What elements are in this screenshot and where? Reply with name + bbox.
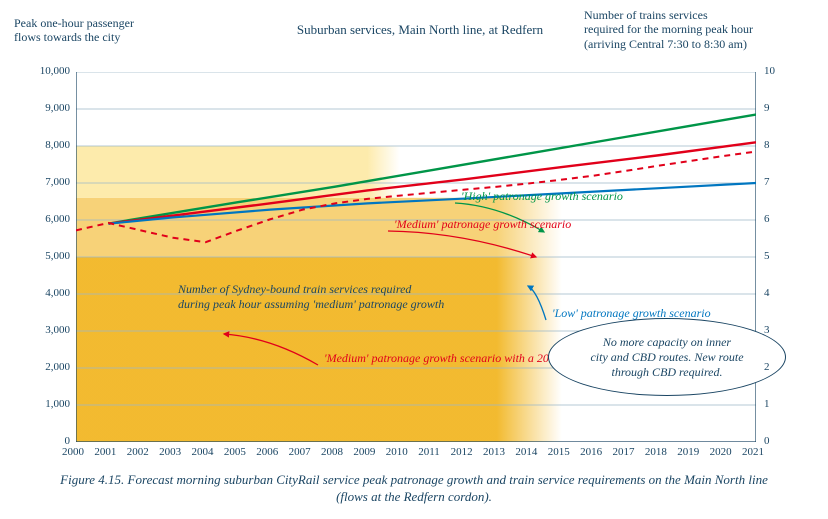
xtick: 2001 bbox=[94, 446, 116, 458]
ytick-right: 2 bbox=[764, 361, 770, 373]
ytick-right: 7 bbox=[764, 176, 770, 188]
xtick: 2003 bbox=[159, 446, 181, 458]
xtick: 2008 bbox=[321, 446, 343, 458]
left-axis-title: Peak one-hour passenger flows towards th… bbox=[14, 16, 194, 45]
ytick-right: 6 bbox=[764, 213, 770, 225]
xtick: 2007 bbox=[289, 446, 311, 458]
xtick: 2018 bbox=[645, 446, 667, 458]
ytick-right: 5 bbox=[764, 250, 770, 262]
xtick: 2017 bbox=[612, 446, 634, 458]
ytick-right: 9 bbox=[764, 102, 770, 114]
xtick: 2000 bbox=[62, 446, 84, 458]
label-medium-scenario: 'Medium' patronage growth scenario bbox=[394, 217, 571, 232]
ytick-left: 5,000 bbox=[45, 250, 70, 262]
xtick: 2011 bbox=[418, 446, 440, 458]
capacity-callout: No more capacity on inner city and CBD r… bbox=[548, 318, 786, 396]
ytick-right: 3 bbox=[764, 324, 770, 336]
ytick-right: 4 bbox=[764, 287, 770, 299]
ytick-left: 10,000 bbox=[40, 65, 70, 77]
xtick: 2005 bbox=[224, 446, 246, 458]
figure-caption: Figure 4.15. Forecast morning suburban C… bbox=[0, 472, 828, 506]
xtick: 2002 bbox=[127, 446, 149, 458]
xtick: 2014 bbox=[515, 446, 537, 458]
ytick-left: 8,000 bbox=[45, 139, 70, 151]
ytick-right: 10 bbox=[764, 65, 775, 77]
ytick-left: 6,000 bbox=[45, 213, 70, 225]
ytick-left: 4,000 bbox=[45, 287, 70, 299]
right-axis-title: Number of trains services required for t… bbox=[584, 8, 814, 51]
xtick: 2010 bbox=[386, 446, 408, 458]
chart-title: Suburban services, Main North line, at R… bbox=[270, 22, 570, 38]
xtick: 2021 bbox=[742, 446, 764, 458]
xtick: 2006 bbox=[256, 446, 278, 458]
ytick-left: 2,000 bbox=[45, 361, 70, 373]
ytick-left: 9,000 bbox=[45, 102, 70, 114]
xtick: 2016 bbox=[580, 446, 602, 458]
ytick-right: 8 bbox=[764, 139, 770, 151]
ytick-left: 3,000 bbox=[45, 324, 70, 336]
xtick: 2020 bbox=[710, 446, 732, 458]
label-high-scenario: 'High' patronage growth scenario bbox=[461, 189, 623, 204]
ytick-right: 1 bbox=[764, 398, 770, 410]
ytick-left: 1,000 bbox=[45, 398, 70, 410]
ytick-right: 0 bbox=[764, 435, 770, 447]
xtick: 2015 bbox=[548, 446, 570, 458]
xtick: 2019 bbox=[677, 446, 699, 458]
xtick: 2012 bbox=[451, 446, 473, 458]
xtick: 2013 bbox=[483, 446, 505, 458]
xtick: 2009 bbox=[353, 446, 375, 458]
label-bands: Number of Sydney-bound train services re… bbox=[178, 282, 444, 312]
capacity-callout-text: No more capacity on inner city and CBD r… bbox=[590, 335, 743, 380]
ytick-left: 7,000 bbox=[45, 176, 70, 188]
xtick: 2004 bbox=[192, 446, 214, 458]
